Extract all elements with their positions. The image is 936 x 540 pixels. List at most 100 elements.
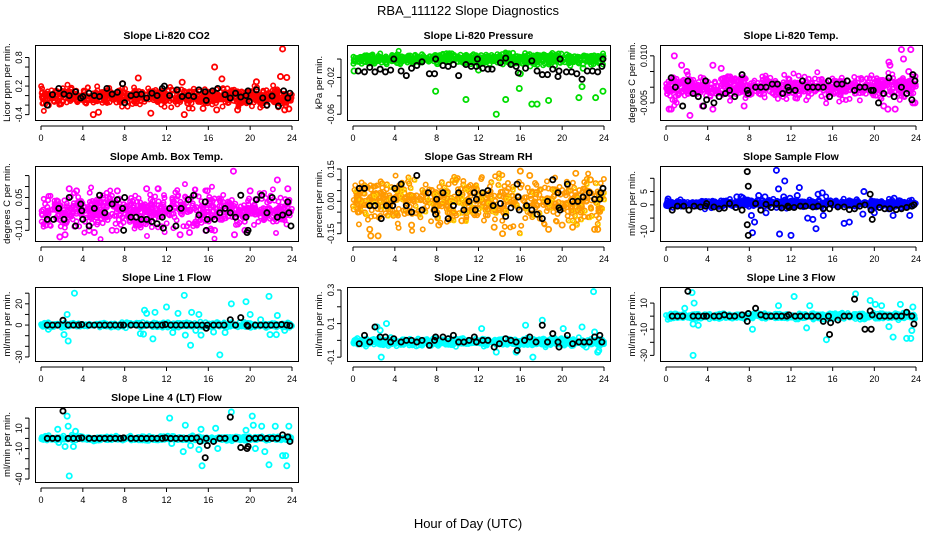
x-tick-label: 8 [434,254,439,264]
x-tick-label: 0 [350,133,355,143]
data-point [535,54,542,61]
outlier-point [578,83,586,91]
reference-point [523,202,531,210]
outlier-point [733,193,741,201]
data-point [82,207,89,214]
plot-frame [35,45,299,121]
outlier-point [890,194,898,202]
reference-point [382,202,390,210]
reference-point [455,189,463,197]
data-point [575,223,580,228]
data-point [39,95,46,102]
data-point [781,71,788,78]
outlier-point [780,193,788,201]
outlier-point [885,58,893,66]
data-point [255,218,262,225]
outlier-point [176,231,184,239]
data-point [235,221,242,228]
data-point [465,183,472,190]
x-tick-label: 12 [786,133,796,143]
data-point [63,99,70,106]
reference-point [211,215,219,223]
data-point [254,208,261,215]
outlier-point [809,215,817,223]
data-point [408,192,415,199]
reference-point [418,206,426,214]
plot-area [663,46,919,119]
data-point [103,189,110,196]
chart-title: Slope Li-820 Temp. [744,30,839,42]
data-point [468,207,475,214]
reference-point [377,215,385,223]
data-point [134,198,141,205]
data-point [448,50,455,57]
reference-point [159,224,167,232]
outlier-point [458,217,466,225]
data-point [863,75,870,82]
data-point [160,203,167,210]
reference-point [455,72,463,80]
plot-frame [347,166,611,242]
y-tick-label: -0.10 [14,220,24,241]
reference-point [90,204,98,212]
reference-point [268,193,276,201]
data-point [189,200,196,207]
data-point [504,180,511,187]
reference-point [554,73,562,81]
data-point [185,220,192,227]
data-point [363,211,369,216]
data-point [45,192,52,199]
chart-title: Slope Li-820 Pressure [424,30,534,42]
data-point [104,99,111,106]
data-point [727,97,734,104]
reference-point [397,67,405,75]
reference-point [153,220,161,228]
x-tick-label: 16 [828,254,838,264]
reference-point [166,204,174,212]
data-point [833,84,840,91]
outlier-point [95,108,103,116]
data-point [578,202,585,209]
outlier-point [905,68,913,76]
outlier-point [907,46,915,54]
reference-point [533,67,541,75]
outlier-point [366,225,374,233]
data-point [742,95,749,102]
data-point [569,179,576,186]
data-point [270,82,277,89]
reference-point [389,202,397,210]
reference-point [710,99,718,107]
x-tick-label: 20 [557,254,567,264]
reference-point [226,94,234,102]
data-point [407,176,412,181]
outlier-point [65,185,73,193]
data-point [426,196,431,201]
reference-point [502,212,510,220]
reference-point [726,199,734,207]
reference-point [202,96,210,104]
outlier-point [545,225,553,233]
reference-point [838,80,846,88]
data-point [160,96,167,103]
data-point [499,172,506,179]
outlier-point [897,46,905,54]
chart-panel-3: Slope Li-820 Temp.degrees C per min.0 4 8 1… [627,30,923,143]
data-point [119,214,126,221]
data-point [556,183,563,190]
outlier-point [740,102,748,110]
reference-point [680,202,688,210]
outlier-point [709,105,717,113]
outlier-point [678,61,686,69]
data-point [791,83,798,90]
data-point [790,70,797,77]
reference-point [226,209,234,217]
x-tick-label: 20 [869,133,879,143]
data-point [841,88,848,95]
x-axis-label: Hour of Day (UTC) [413,516,523,531]
reference-point [767,203,775,211]
outlier-point [154,185,162,193]
reference-point [578,75,586,83]
outlier-point [229,167,237,175]
data-point [487,56,494,63]
reference-point [433,195,441,203]
